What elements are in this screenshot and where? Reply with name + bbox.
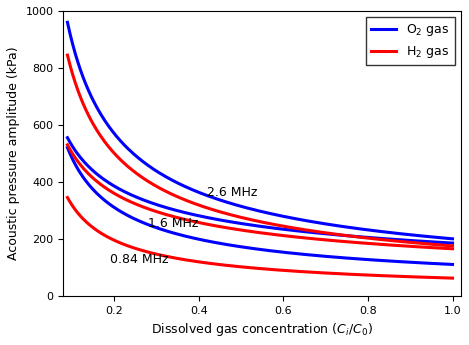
- H$_2$ gas: [389, 274, 395, 278]
- Text: 0.84 MHz: 0.84 MHz: [110, 253, 168, 266]
- H$_2$ gas: [293, 269, 298, 273]
- H$_2$ gas: [450, 276, 455, 280]
- O$_2$ gas: [294, 252, 300, 256]
- Line: O$_2$ gas: O$_2$ gas: [68, 148, 453, 265]
- H$_2$ gas: [294, 269, 300, 273]
- H$_2$ gas: [414, 275, 419, 279]
- O$_2$ gas: [66, 149, 72, 153]
- Legend: O$_2$ gas, H$_2$ gas: O$_2$ gas, H$_2$ gas: [366, 17, 455, 66]
- Text: 2.6 MHz: 2.6 MHz: [207, 186, 257, 199]
- O$_2$ gas: [293, 252, 298, 256]
- O$_2$ gas: [300, 252, 306, 256]
- O$_2$ gas: [450, 263, 455, 267]
- Text: 1.6 MHz: 1.6 MHz: [148, 217, 198, 230]
- H$_2$ gas: [300, 270, 306, 274]
- H$_2$ gas: [65, 195, 70, 199]
- Line: H$_2$ gas: H$_2$ gas: [68, 197, 453, 278]
- Y-axis label: Acoustic pressure amplitude (kPa): Acoustic pressure amplitude (kPa): [7, 47, 20, 260]
- O$_2$ gas: [414, 260, 419, 265]
- X-axis label: Dissolved gas concentration ($C_i$/$C_0$): Dissolved gas concentration ($C_i$/$C_0$…: [151, 321, 373, 338]
- H$_2$ gas: [66, 198, 72, 202]
- O$_2$ gas: [389, 259, 395, 263]
- O$_2$ gas: [65, 146, 70, 150]
